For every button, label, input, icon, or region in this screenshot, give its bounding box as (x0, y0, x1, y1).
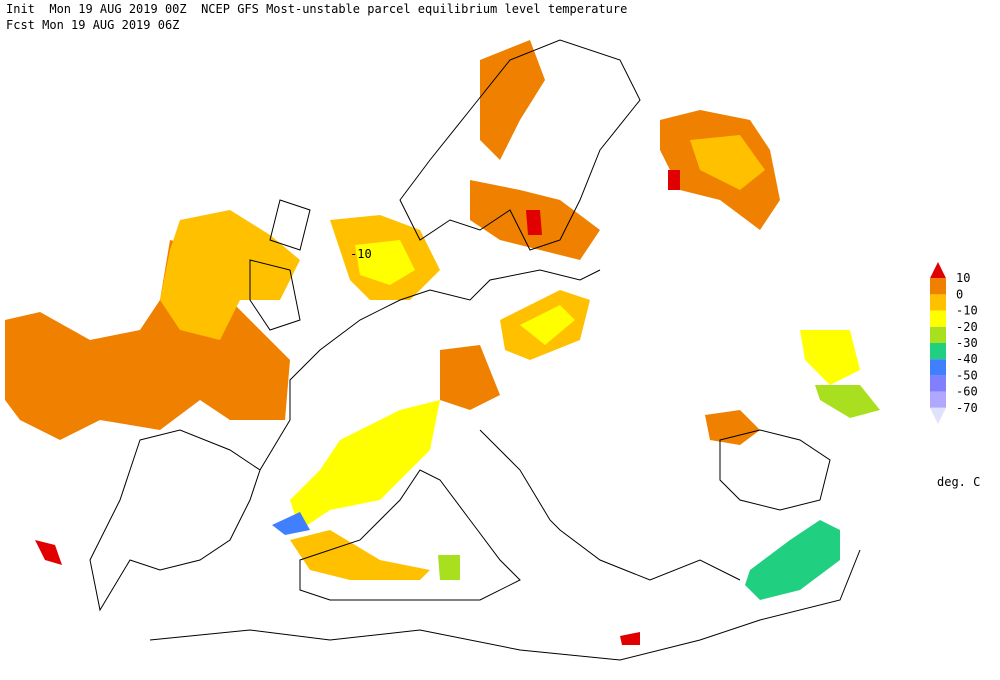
coastline (89, 429, 261, 612)
patch (290, 530, 430, 580)
patch (745, 520, 840, 600)
legend-label: -20 (956, 320, 978, 334)
legend: 10 0 -10 -20 -30 -40 -50 -60 -70 (930, 262, 978, 424)
coastline (299, 469, 521, 601)
legend-label: 0 (956, 287, 963, 301)
header-line: Init Mon 19 AUG 2019 00Z NCEP GFS Most-u… (6, 2, 627, 16)
coastlines (89, 39, 861, 661)
legend-swatch (930, 391, 946, 408)
coastline (719, 429, 831, 511)
patch (800, 330, 860, 385)
patch (815, 385, 880, 418)
legend-label: 10 (956, 271, 970, 285)
coastline (149, 549, 861, 661)
coastline (399, 39, 641, 251)
legend-triangle (930, 262, 946, 279)
legend-label: -70 (956, 401, 978, 415)
legend-label: -60 (956, 385, 978, 399)
legend-swatch (930, 278, 946, 295)
patch (272, 512, 310, 535)
legend-swatch (930, 310, 946, 327)
legend-label: -10 (956, 304, 978, 318)
coastline (249, 199, 311, 331)
legend-triangle (930, 407, 946, 424)
legend-swatch (930, 294, 946, 311)
patch (705, 410, 760, 445)
coastline (479, 429, 741, 581)
legend-label: -50 (956, 368, 978, 382)
contour-label: -10 (350, 247, 372, 261)
legend-swatch (930, 343, 946, 360)
patch (290, 400, 440, 530)
legend-swatch (930, 359, 946, 376)
field-patches (5, 40, 880, 645)
patch (438, 555, 460, 580)
patch (520, 305, 575, 345)
patch (440, 345, 500, 410)
legend-swatch (930, 326, 946, 343)
patch (160, 210, 300, 340)
patch (690, 135, 765, 190)
header-line: Fcst Mon 19 AUG 2019 06Z (6, 18, 179, 32)
legend-label: -30 (956, 336, 978, 350)
legend-swatch (930, 375, 946, 392)
patch (355, 240, 415, 285)
coastline (259, 269, 601, 471)
legend-unit: deg. C (937, 475, 980, 489)
legend-label: -40 (956, 352, 978, 366)
patch (480, 40, 545, 160)
